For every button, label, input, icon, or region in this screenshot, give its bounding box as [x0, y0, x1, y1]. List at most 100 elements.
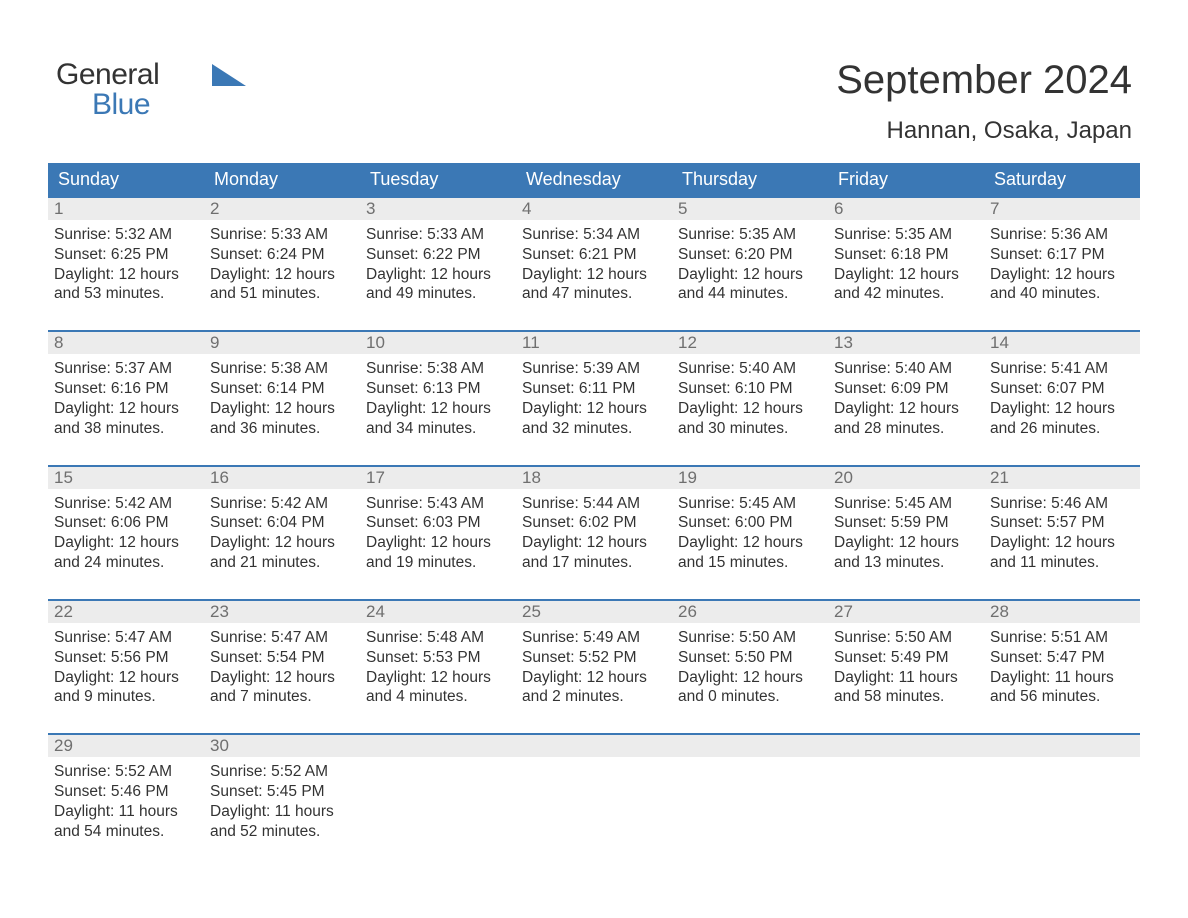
sunrise-text: Sunrise: 5:36 AM [990, 225, 1134, 245]
dow-cell: Monday [204, 163, 360, 196]
header: General Blue September 2024 Hannan, Osak… [0, 0, 1188, 145]
sunset-text: Sunset: 6:03 PM [366, 513, 510, 533]
day-body: Sunrise: 5:32 AMSunset: 6:25 PMDaylight:… [48, 220, 204, 312]
day-body: Sunrise: 5:47 AMSunset: 5:54 PMDaylight:… [204, 623, 360, 715]
sunset-text: Sunset: 6:07 PM [990, 379, 1134, 399]
day-cell: 17Sunrise: 5:43 AMSunset: 6:03 PMDayligh… [360, 467, 516, 581]
day-cell: 25Sunrise: 5:49 AMSunset: 5:52 PMDayligh… [516, 601, 672, 715]
daylight-text: Daylight: 12 hours and 17 minutes. [522, 533, 666, 573]
sunrise-text: Sunrise: 5:33 AM [210, 225, 354, 245]
daylight-text: Daylight: 12 hours and 32 minutes. [522, 399, 666, 439]
sunrise-text: Sunrise: 5:52 AM [210, 762, 354, 782]
day-body [672, 757, 828, 837]
day-body: Sunrise: 5:35 AMSunset: 6:20 PMDaylight:… [672, 220, 828, 312]
day-number: 15 [48, 467, 204, 489]
daylight-text: Daylight: 12 hours and 49 minutes. [366, 265, 510, 305]
day-body [828, 757, 984, 837]
day-number: 19 [672, 467, 828, 489]
sunrise-text: Sunrise: 5:50 AM [678, 628, 822, 648]
day-cell: 16Sunrise: 5:42 AMSunset: 6:04 PMDayligh… [204, 467, 360, 581]
sunrise-text: Sunrise: 5:45 AM [834, 494, 978, 514]
day-cell: 30 Sunrise: 5:52 AMSunset: 5:45 PMDayligh… [204, 735, 360, 849]
week-row: 8Sunrise: 5:37 AMSunset: 6:16 PMDaylight… [48, 330, 1140, 446]
day-number [828, 735, 984, 757]
day-cell: 21Sunrise: 5:46 AMSunset: 5:57 PMDayligh… [984, 467, 1140, 581]
day-number: 9 [204, 332, 360, 354]
day-cell: 26Sunrise: 5:50 AMSunset: 5:50 PMDayligh… [672, 601, 828, 715]
sunset-text: Sunset: 5:50 PM [678, 648, 822, 668]
day-number: 20 [828, 467, 984, 489]
sunrise-text: Sunrise: 5:39 AM [522, 359, 666, 379]
day-number: 24 [360, 601, 516, 623]
day-body: Sunrise: 5:34 AMSunset: 6:21 PMDaylight:… [516, 220, 672, 312]
day-body: Sunrise: 5:38 AMSunset: 6:13 PMDaylight:… [360, 354, 516, 446]
dow-cell: Saturday [984, 163, 1140, 196]
daylight-text: Daylight: 12 hours and 0 minutes. [678, 668, 822, 708]
sunrise-text: Sunrise: 5:43 AM [366, 494, 510, 514]
daylight-text: Daylight: 11 hours and 58 minutes. [834, 668, 978, 708]
day-cell: 8Sunrise: 5:37 AMSunset: 6:16 PMDaylight… [48, 332, 204, 446]
day-number: 21 [984, 467, 1140, 489]
day-number: 22 [48, 601, 204, 623]
logo: General Blue [56, 58, 159, 92]
day-body: Sunrise: 5:50 AMSunset: 5:50 PMDaylight:… [672, 623, 828, 715]
day-body: Sunrise: 5:52 AMSunset: 5:46 PMDaylight:… [48, 757, 204, 849]
daylight-text: Daylight: 12 hours and 4 minutes. [366, 668, 510, 708]
dow-cell: Wednesday [516, 163, 672, 196]
week-row: 15Sunrise: 5:42 AMSunset: 6:06 PMDayligh… [48, 465, 1140, 581]
daylight-text: Daylight: 12 hours and 47 minutes. [522, 265, 666, 305]
sunrise-text: Sunrise: 5:34 AM [522, 225, 666, 245]
sunset-text: Sunset: 5:49 PM [834, 648, 978, 668]
sunset-text: Sunset: 5:52 PM [522, 648, 666, 668]
sunrise-text: Sunrise: 5:49 AM [522, 628, 666, 648]
sunrise-text: Sunrise: 5:50 AM [834, 628, 978, 648]
sunrise-text: Sunrise: 5:46 AM [990, 494, 1134, 514]
daylight-text: Daylight: 12 hours and 28 minutes. [834, 399, 978, 439]
logo-text-blue: Blue [92, 88, 150, 122]
sunset-text: Sunset: 6:16 PM [54, 379, 198, 399]
sunrise-text: Sunrise: 5:47 AM [54, 628, 198, 648]
sunrise-text: Sunrise: 5:42 AM [210, 494, 354, 514]
day-number: 7 [984, 198, 1140, 220]
sunrise-text: Sunrise: 5:35 AM [834, 225, 978, 245]
day-cell [984, 735, 1140, 849]
sunrise-text: Sunrise: 5:47 AM [210, 628, 354, 648]
sunrise-text: Sunrise: 5:40 AM [834, 359, 978, 379]
daylight-text: Daylight: 11 hours and 52 minutes. [210, 802, 354, 842]
day-number: 1 [48, 198, 204, 220]
sunset-text: Sunset: 6:18 PM [834, 245, 978, 265]
day-number: 2 [204, 198, 360, 220]
daylight-text: Daylight: 12 hours and 40 minutes. [990, 265, 1134, 305]
sunset-text: Sunset: 5:45 PM [210, 782, 354, 802]
sunset-text: Sunset: 6:25 PM [54, 245, 198, 265]
day-number [984, 735, 1140, 757]
day-number: 10 [360, 332, 516, 354]
daylight-text: Daylight: 12 hours and 44 minutes. [678, 265, 822, 305]
day-body: Sunrise: 5:36 AMSunset: 6:17 PMDaylight:… [984, 220, 1140, 312]
sunrise-text: Sunrise: 5:33 AM [366, 225, 510, 245]
day-cell [516, 735, 672, 849]
day-cell: 29Sunrise: 5:52 AMSunset: 5:46 PMDayligh… [48, 735, 204, 849]
sunset-text: Sunset: 6:04 PM [210, 513, 354, 533]
sunset-text: Sunset: 6:13 PM [366, 379, 510, 399]
day-cell: 15Sunrise: 5:42 AMSunset: 6:06 PMDayligh… [48, 467, 204, 581]
day-body: Sunrise: 5:43 AMSunset: 6:03 PMDaylight:… [360, 489, 516, 581]
week-row: 29Sunrise: 5:52 AMSunset: 5:46 PMDayligh… [48, 733, 1140, 849]
day-body: Sunrise: 5:44 AMSunset: 6:02 PMDaylight:… [516, 489, 672, 581]
sunrise-text: Sunrise: 5:38 AM [366, 359, 510, 379]
day-number: 30 [204, 735, 360, 757]
day-body: Sunrise: 5:47 AMSunset: 5:56 PMDaylight:… [48, 623, 204, 715]
daylight-text: Daylight: 11 hours and 54 minutes. [54, 802, 198, 842]
sunset-text: Sunset: 5:53 PM [366, 648, 510, 668]
day-body: Sunrise: 5:50 AMSunset: 5:49 PMDaylight:… [828, 623, 984, 715]
sunrise-text: Sunrise: 5:52 AM [54, 762, 198, 782]
sunrise-text: Sunrise: 5:35 AM [678, 225, 822, 245]
daylight-text: Daylight: 12 hours and 30 minutes. [678, 399, 822, 439]
day-number [672, 735, 828, 757]
day-number: 11 [516, 332, 672, 354]
logo-text-general: General [56, 58, 159, 92]
day-number: 8 [48, 332, 204, 354]
sunset-text: Sunset: 5:59 PM [834, 513, 978, 533]
location-label: Hannan, Osaka, Japan [836, 117, 1132, 145]
dow-cell: Friday [828, 163, 984, 196]
